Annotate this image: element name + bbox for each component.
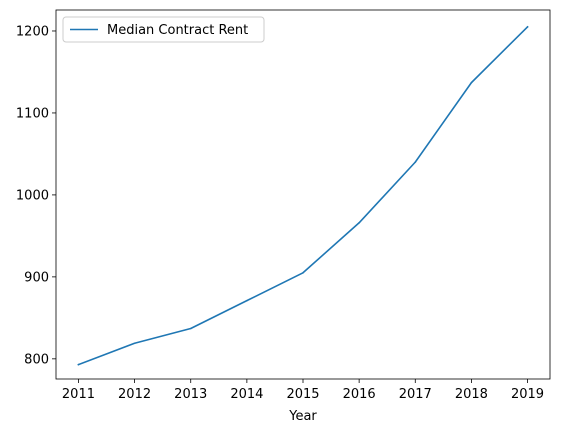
x-tick-label: 2018 xyxy=(455,387,488,402)
data-point xyxy=(526,26,529,28)
x-tick-label: 2015 xyxy=(286,387,319,402)
data-point xyxy=(189,327,192,330)
y-tick-label: 800 xyxy=(24,352,49,367)
x-tick-label: 2011 xyxy=(62,387,95,402)
data-point xyxy=(358,221,360,224)
x-tick-label: 2016 xyxy=(343,387,376,402)
x-tick-label: 2013 xyxy=(174,387,207,402)
series-layer xyxy=(77,25,529,366)
x-axis-label: Year xyxy=(288,409,317,424)
y-tick-label: 1100 xyxy=(16,106,49,121)
data-point xyxy=(246,299,248,302)
x-tick-label: 2017 xyxy=(399,387,432,402)
plot-area xyxy=(55,9,551,380)
y-tick-label: 900 xyxy=(24,270,49,285)
y-tick-label: 1000 xyxy=(16,188,49,203)
legend-entry-median-contract-rent: Median Contract Rent xyxy=(107,23,248,38)
legend-box xyxy=(62,16,265,43)
x-tick-label: 2014 xyxy=(230,387,263,402)
legend: Median Contract Rent xyxy=(62,16,265,43)
y-tick-label: 1200 xyxy=(16,24,49,39)
x-tick-label: 2019 xyxy=(511,387,544,402)
data-point xyxy=(77,363,80,366)
x-axis: 2011 2012 2013 2014 2015 2016 2017 2018 2019 xyxy=(62,379,544,402)
data-point xyxy=(133,342,136,345)
x-tick-label: 2012 xyxy=(118,387,151,402)
y-axis: 800 900 1000 1100 1200 xyxy=(16,24,56,367)
data-point xyxy=(470,81,473,84)
data-point xyxy=(414,161,417,163)
data-point xyxy=(302,271,304,274)
